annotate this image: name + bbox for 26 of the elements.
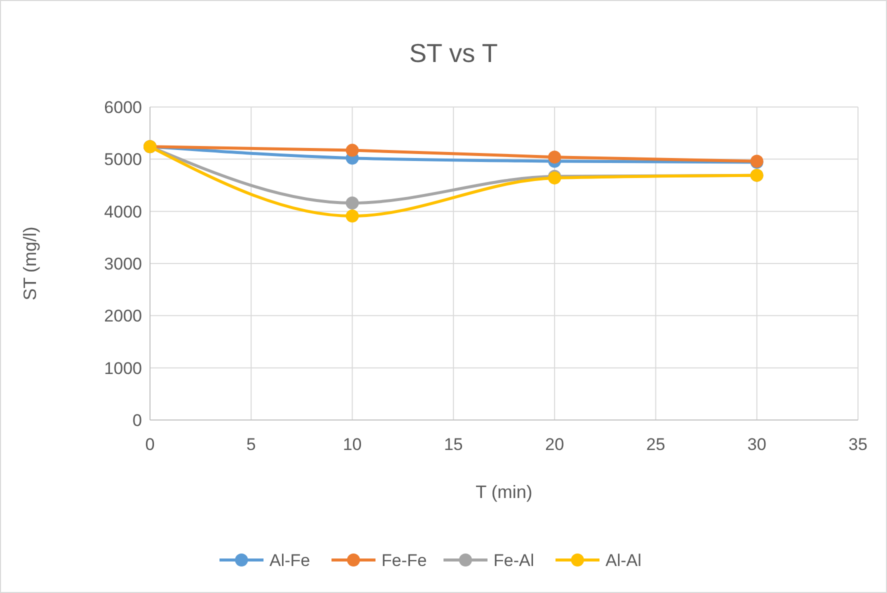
legend-label: Fe-Fe [382,550,427,570]
y-tick-label: 6000 [104,98,142,117]
point [346,196,359,210]
y-axis-title: ST (mg/l) [20,226,40,300]
y-tick-label: 0 [132,410,142,430]
x-tick-label: 0 [145,434,155,454]
x-tick-label: 25 [646,434,666,454]
point [346,210,359,223]
point [548,150,562,164]
y-tick-label: 5000 [104,150,142,170]
x-tick-label: 35 [848,434,868,454]
point [346,144,359,157]
x-tick-label: 15 [444,434,463,454]
x-tick-label: 30 [747,434,766,454]
legend-label: Al-Al [606,550,642,570]
x-tick-label: 10 [342,434,362,454]
y-tick-label: 4000 [104,202,142,222]
x-tick-label: 20 [545,434,564,454]
y-tick-label: 3000 [104,254,142,274]
legend-label: Fe-Al [494,550,534,570]
x-axis-title: T (min) [476,482,532,502]
legend-label: Al-Fe [270,550,310,570]
chart-title: ST vs T [409,38,498,68]
y-tick-label: 1000 [104,358,142,378]
y-tick-label: 2000 [104,306,142,326]
x-tick-label: 5 [246,434,256,454]
